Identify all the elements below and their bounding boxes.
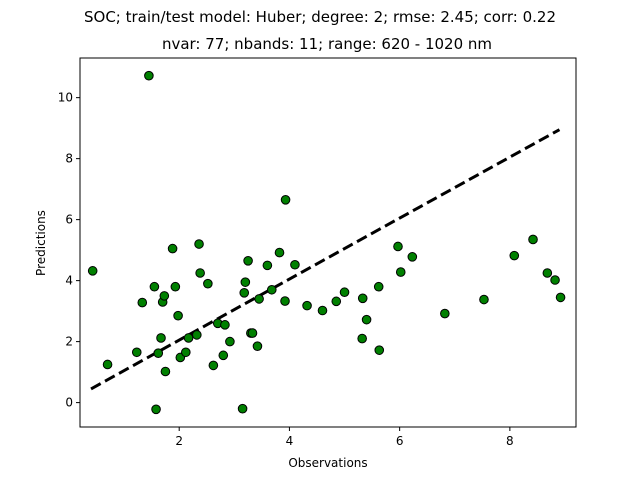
data-point bbox=[440, 308, 450, 319]
data-point bbox=[528, 234, 538, 245]
data-point bbox=[170, 281, 181, 292]
data-point bbox=[149, 281, 160, 292]
data-point bbox=[208, 360, 219, 371]
data-point bbox=[280, 195, 291, 205]
data-point bbox=[156, 333, 166, 343]
data-point bbox=[203, 278, 213, 289]
data-point bbox=[373, 281, 384, 292]
chart-title: SOC; train/test model: Huber; degree: 2;… bbox=[84, 8, 556, 26]
x-tick-label: 8 bbox=[506, 434, 514, 448]
y-axis-label: Predictions bbox=[34, 210, 48, 276]
data-point bbox=[302, 300, 312, 311]
data-point bbox=[254, 294, 264, 304]
x-axis-label: Observations bbox=[288, 456, 367, 470]
data-point bbox=[183, 333, 194, 343]
data-point bbox=[220, 320, 230, 330]
data-point bbox=[151, 404, 161, 415]
y-tick-label: 0 bbox=[65, 396, 73, 410]
data-point bbox=[274, 247, 285, 258]
data-point bbox=[225, 336, 235, 347]
data-point bbox=[407, 252, 418, 262]
data-point bbox=[247, 328, 258, 338]
data-point bbox=[555, 292, 566, 303]
y-axis-ticks: 0 2 4 6 8 10 bbox=[58, 91, 80, 410]
data-point bbox=[153, 348, 164, 359]
y-tick-label: 2 bbox=[65, 335, 73, 349]
data-point bbox=[290, 259, 300, 270]
data-point bbox=[542, 268, 553, 278]
data-point bbox=[195, 268, 205, 278]
data-point bbox=[374, 345, 385, 355]
data-point bbox=[280, 296, 290, 306]
data-point bbox=[243, 255, 253, 266]
data-point bbox=[137, 297, 148, 308]
data-point bbox=[395, 267, 406, 277]
data-point bbox=[218, 350, 229, 361]
data-point bbox=[339, 287, 350, 298]
x-tick-label: 4 bbox=[286, 434, 294, 448]
data-point bbox=[192, 330, 202, 340]
data-point bbox=[102, 359, 113, 370]
fit-line bbox=[90, 128, 561, 391]
data-point bbox=[252, 341, 263, 351]
data-point bbox=[87, 266, 98, 276]
data-point bbox=[173, 310, 183, 321]
data-point bbox=[357, 293, 368, 304]
data-point bbox=[393, 241, 403, 252]
data-point bbox=[160, 366, 171, 377]
data-point bbox=[159, 291, 170, 301]
data-point bbox=[167, 243, 178, 254]
y-tick-label: 6 bbox=[65, 213, 73, 227]
data-point bbox=[194, 239, 204, 249]
plot-area-frame bbox=[79, 57, 577, 428]
data-point bbox=[239, 288, 250, 298]
points-group bbox=[87, 70, 566, 415]
data-point bbox=[144, 70, 154, 81]
y-tick-label: 8 bbox=[65, 152, 73, 166]
data-point bbox=[361, 314, 372, 325]
data-point bbox=[479, 294, 489, 305]
x-axis-ticks: 2 4 6 8 bbox=[175, 427, 514, 448]
data-point bbox=[266, 284, 277, 295]
data-point bbox=[357, 333, 367, 344]
x-tick-label: 2 bbox=[175, 434, 183, 448]
y-tick-label: 10 bbox=[58, 91, 73, 105]
data-point bbox=[181, 347, 191, 358]
fit-line-group bbox=[90, 128, 561, 391]
data-point bbox=[509, 250, 520, 261]
chart-subtitle: nvar: 77; nbands: 11; range: 620 - 1020 … bbox=[162, 35, 492, 53]
data-point bbox=[131, 347, 142, 358]
data-point bbox=[240, 277, 251, 287]
data-point bbox=[331, 296, 342, 307]
y-tick-label: 4 bbox=[65, 274, 73, 288]
data-point bbox=[317, 305, 328, 316]
data-point bbox=[262, 260, 273, 271]
data-point bbox=[550, 275, 560, 285]
data-point bbox=[237, 403, 248, 414]
x-tick-label: 6 bbox=[396, 434, 404, 448]
